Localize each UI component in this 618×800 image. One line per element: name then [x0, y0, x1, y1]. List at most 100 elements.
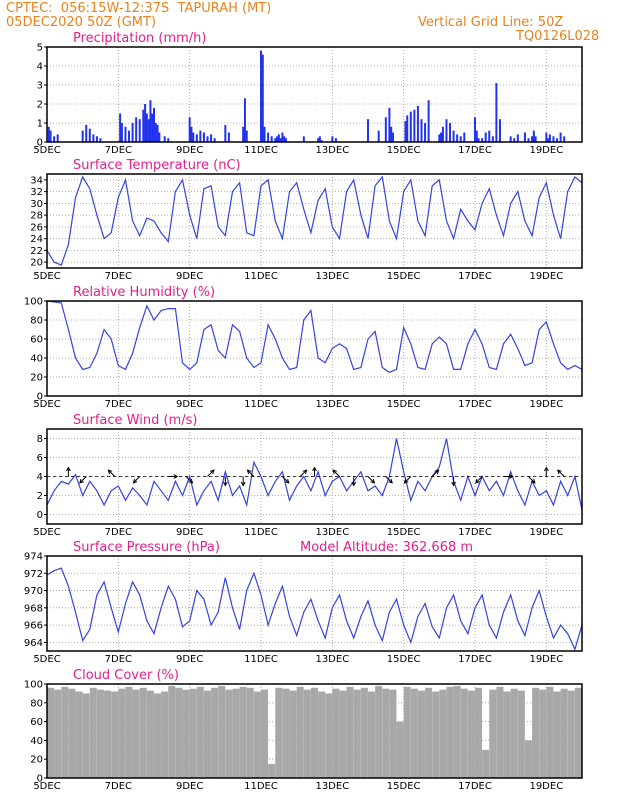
precip-bar — [135, 117, 138, 142]
precip-bar — [420, 119, 423, 142]
y-tick-label: 966 — [24, 621, 43, 632]
cloud-column — [432, 691, 440, 778]
wind-arrow — [503, 474, 514, 479]
wind-arrow — [185, 476, 194, 484]
precip-bar — [516, 134, 519, 142]
cloud-column — [325, 693, 333, 778]
cloud-column — [146, 690, 154, 778]
wind-arrow — [132, 476, 141, 484]
wind-arrow — [79, 476, 87, 484]
header-datetime: 05DEC2020 50Z (GMT) — [6, 15, 157, 30]
x-tick-label: 11DEC — [244, 145, 278, 156]
cloud-column — [446, 686, 454, 778]
precip-bar — [302, 136, 305, 142]
precip-bar — [151, 113, 154, 142]
panel-frame — [46, 173, 583, 269]
y-tick-label: 2 — [37, 100, 43, 111]
wind-arrow — [528, 476, 536, 484]
x-tick-label: 5DEC — [33, 271, 60, 282]
precip-bar — [474, 117, 476, 142]
y-tick-label: 60 — [30, 335, 43, 346]
precip-bar — [532, 130, 535, 142]
precip-bar — [334, 138, 337, 142]
cloud-column — [75, 691, 83, 778]
precip-bar — [142, 109, 145, 142]
y-tick-label: 968 — [24, 603, 43, 614]
x-tick-label: 17DEC — [458, 781, 492, 792]
precip-bar — [548, 134, 551, 142]
panel-title: Precipitation (mm/h) — [73, 31, 206, 46]
precip-bar — [281, 132, 284, 142]
y-tick-label: 8 — [37, 434, 43, 445]
cloud-column — [368, 691, 376, 778]
x-tick-label: 19DEC — [529, 399, 563, 410]
cloud-column — [532, 687, 540, 778]
cloud-column — [154, 693, 162, 778]
precip-bar — [131, 123, 134, 142]
panel-title: Surface Pressure (hPa) — [73, 540, 220, 555]
panel-frame — [46, 683, 583, 779]
precip-bar — [452, 130, 455, 142]
y-tick-label: 964 — [24, 638, 43, 649]
precip-bar — [445, 119, 448, 142]
y-tick-label: 20 — [30, 258, 43, 269]
series-line — [46, 175, 583, 266]
x-tick-label: 13DEC — [315, 781, 349, 792]
x-tick-label: 13DEC — [315, 527, 349, 538]
y-tick-label: 3 — [37, 81, 43, 92]
precip-bar — [556, 138, 559, 142]
precip-bar — [498, 119, 501, 142]
cloud-column — [546, 686, 554, 778]
cloud-column — [439, 689, 447, 778]
x-tick-label: 15DEC — [387, 271, 421, 282]
precip-bar — [317, 138, 320, 142]
cloud-column — [353, 689, 361, 778]
x-tick-label: 15DEC — [387, 654, 421, 665]
precip-bar — [463, 132, 466, 142]
precip-bar — [260, 50, 262, 142]
wind-arrow — [451, 476, 456, 487]
precip-bar — [145, 113, 148, 142]
x-tick-label: 9DEC — [176, 271, 203, 282]
y-tick-label: 22 — [30, 246, 43, 257]
cloud-column — [68, 688, 76, 778]
y-tick-label: 970 — [24, 586, 43, 597]
precip-bar — [156, 124, 159, 142]
precip-bar — [149, 100, 152, 142]
precip-bar — [331, 136, 334, 142]
cloud-column — [261, 689, 269, 778]
cloud-column — [118, 688, 126, 778]
cloud-column — [310, 687, 318, 778]
cloud-column — [282, 688, 290, 778]
y-tick-label: 4 — [37, 472, 43, 483]
precip-bar — [284, 138, 287, 142]
precip-bar — [49, 130, 52, 142]
x-tick-label: 17DEC — [458, 399, 492, 410]
precip-bar — [47, 126, 50, 142]
y-tick-label: 2 — [37, 491, 43, 502]
cloud-column — [161, 691, 169, 778]
cloud-column — [211, 687, 219, 778]
x-tick-label: 11DEC — [244, 781, 278, 792]
cloud-column — [218, 685, 226, 778]
cloud-column — [82, 693, 90, 778]
precip-bar — [545, 132, 548, 142]
precip-bar — [509, 136, 512, 142]
cloud-column — [47, 687, 55, 778]
x-tick-label: 5DEC — [33, 654, 60, 665]
precip-bar — [167, 138, 170, 142]
precip-bar — [527, 138, 530, 142]
cloud-column — [403, 686, 411, 778]
precip-bar — [534, 136, 537, 142]
x-tick-label: 19DEC — [529, 527, 563, 538]
precip-bar — [243, 98, 246, 142]
x-tick-label: 15DEC — [387, 781, 421, 792]
precip-bar — [388, 107, 391, 142]
precip-bar — [377, 130, 380, 142]
y-tick-label: 80 — [30, 698, 43, 709]
precip-bar — [440, 132, 443, 142]
precip-bar — [81, 130, 84, 142]
x-tick-label: 15DEC — [387, 145, 421, 156]
x-tick-label: 13DEC — [315, 399, 349, 410]
